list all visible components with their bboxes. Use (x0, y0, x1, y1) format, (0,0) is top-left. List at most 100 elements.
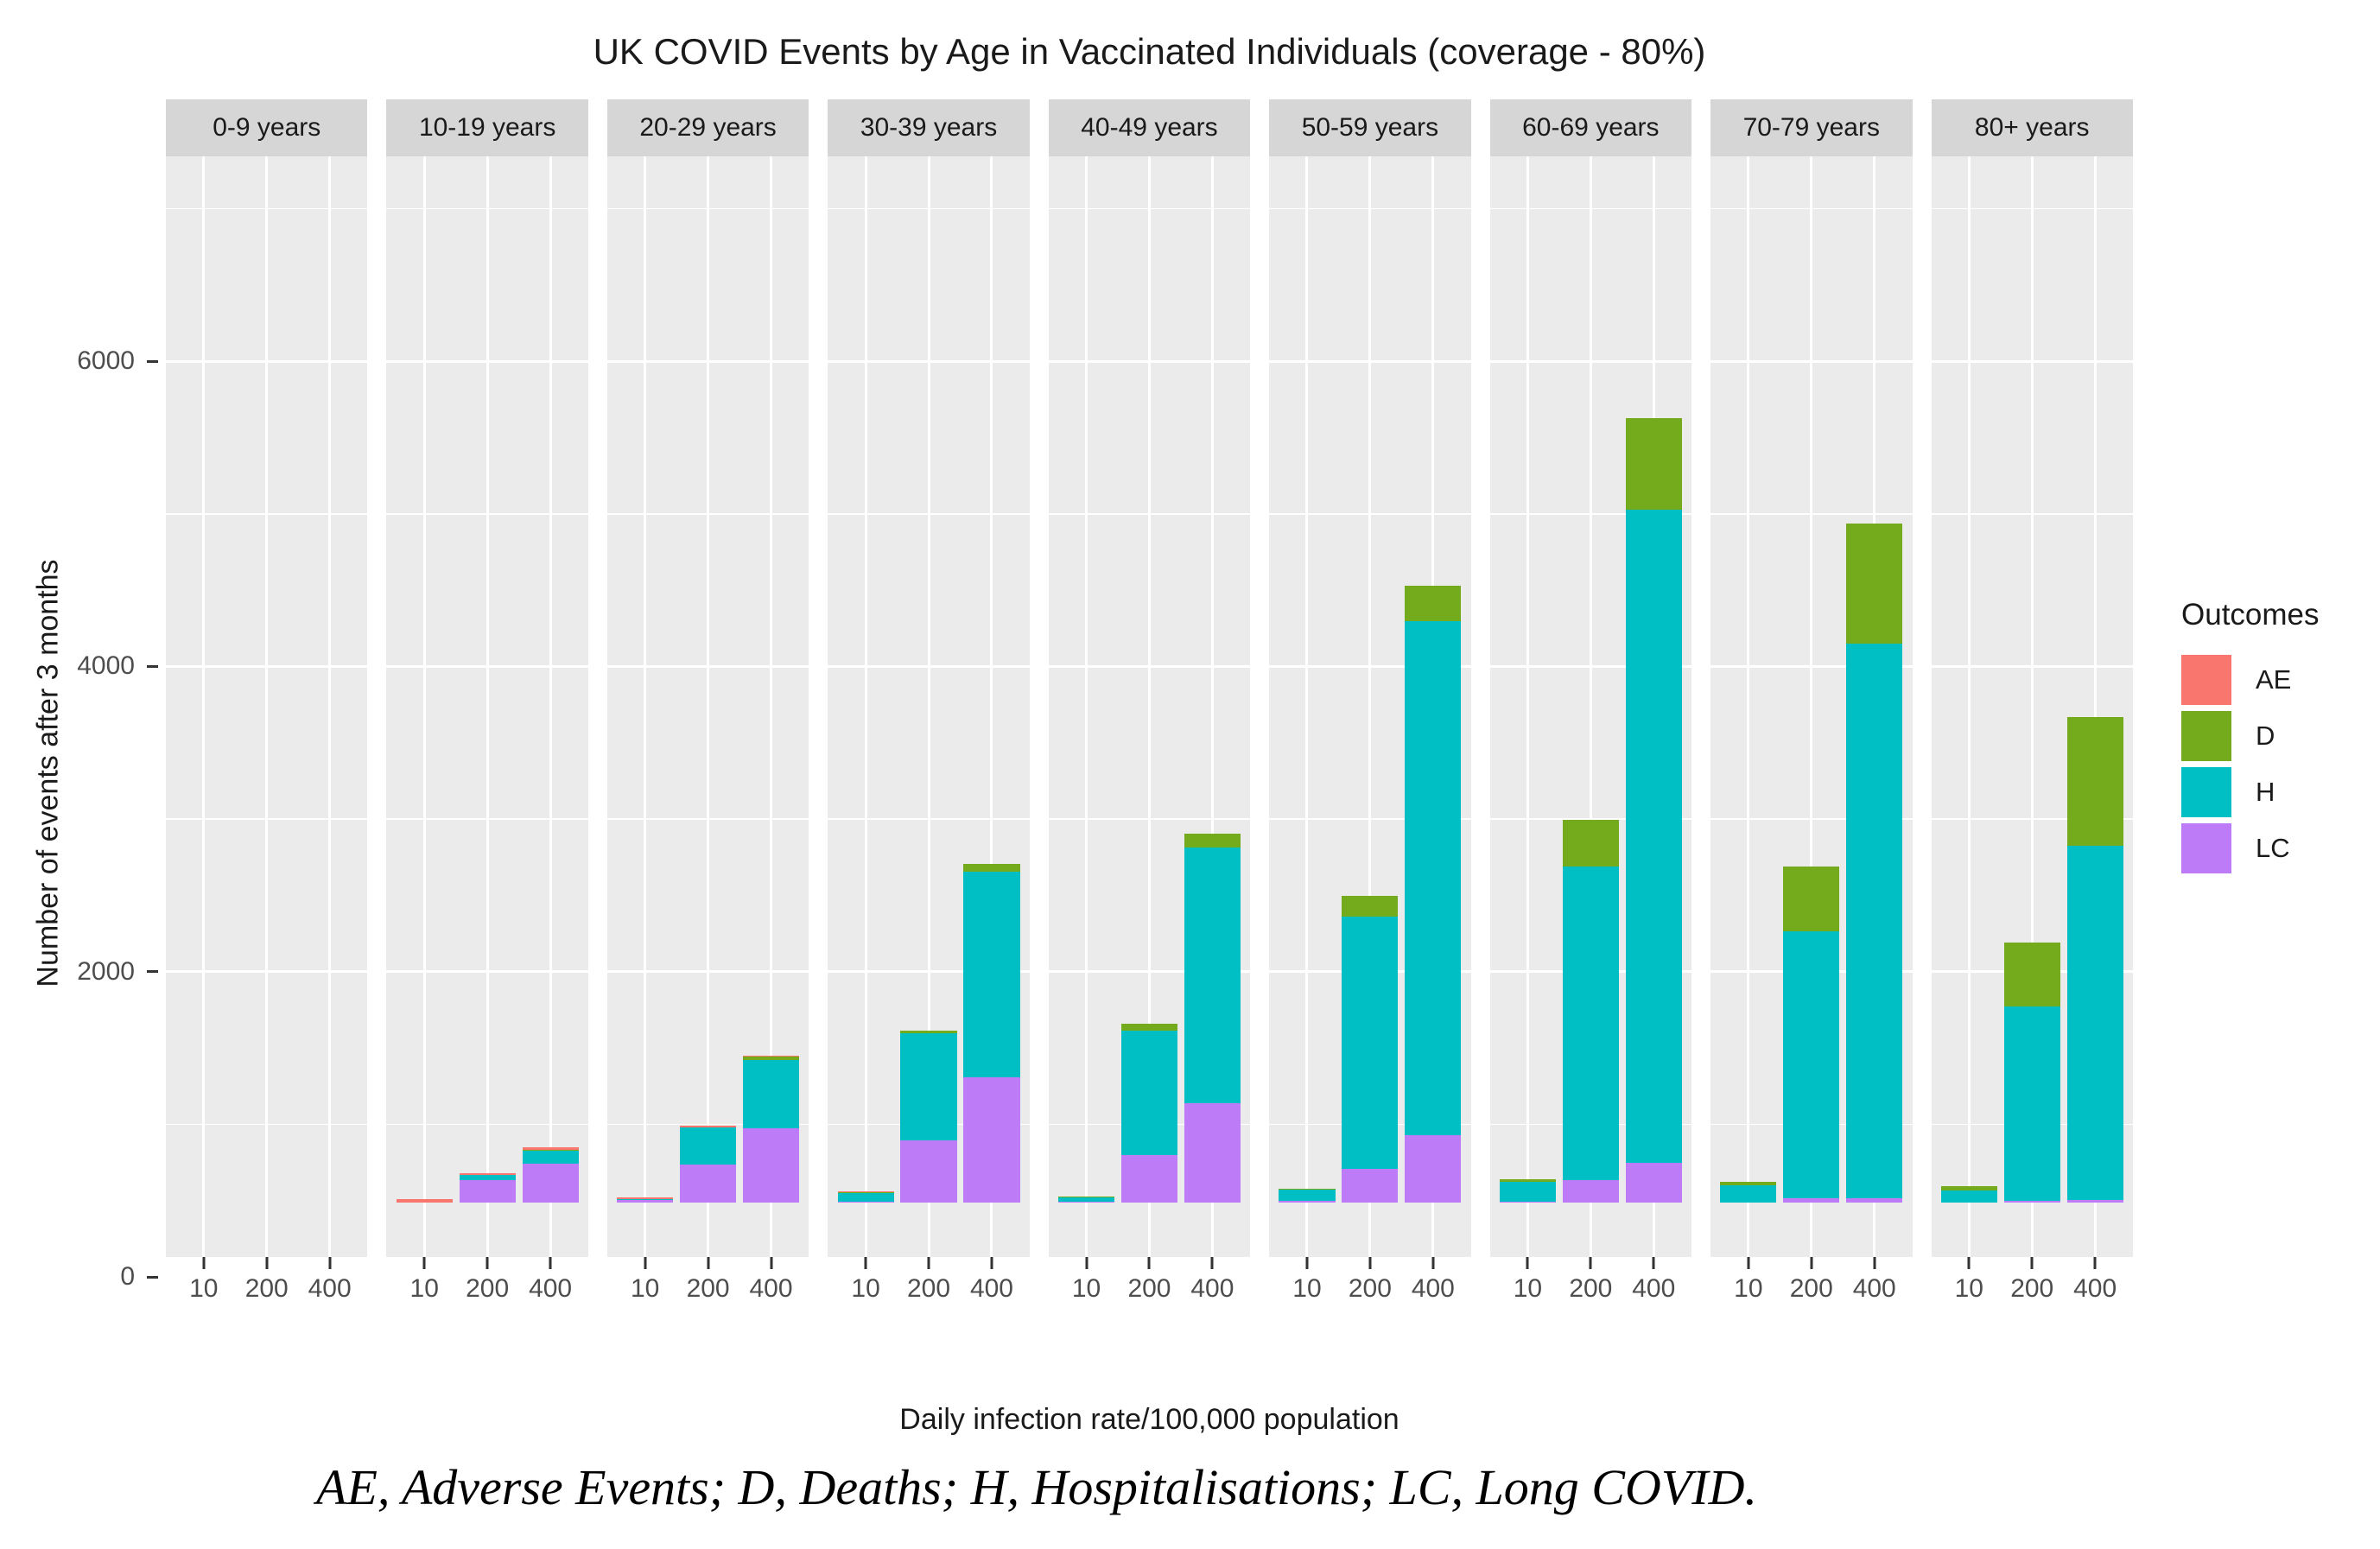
bar-segment-H (2066, 845, 2123, 1201)
bar-segment-H (1499, 1182, 1556, 1203)
bar-segment-D (742, 1057, 800, 1060)
vertical-gridline (864, 156, 867, 1257)
facet-panel (386, 156, 588, 1257)
legend: Outcomes AE D H LC (2181, 598, 2320, 879)
x-tick-label: 200 (466, 1274, 510, 1303)
facet-panel (1048, 156, 1251, 1257)
x-tick-mark (644, 1257, 647, 1269)
legend-label: LC (2256, 833, 2290, 863)
x-tick-label: 400 (2073, 1274, 2117, 1303)
stacked-bar-x400 (522, 1146, 579, 1203)
bar-segment-AE (459, 1172, 516, 1176)
x-tick-label: 400 (1411, 1274, 1455, 1303)
vertical-gridline (1210, 156, 1214, 1257)
y-tick-label: 0 (120, 1262, 135, 1291)
bar-segment-LC (1184, 1103, 1241, 1203)
legend-swatch-H (2181, 767, 2231, 817)
stacked-bar-x400 (1625, 418, 1682, 1203)
x-tick-mark (1368, 1257, 1372, 1269)
facet-panel (166, 156, 368, 1257)
legend-label: AE (2256, 664, 2292, 695)
facet-strip-label: 20-29 years (606, 99, 809, 156)
bar-segment-H (900, 1032, 957, 1140)
bar-segment-AE (617, 1197, 674, 1199)
vertical-gridline (990, 156, 993, 1257)
x-tick-mark (1431, 1257, 1435, 1269)
x-tick-mark (1967, 1257, 1971, 1269)
bar-segment-D (680, 1127, 737, 1128)
vertical-gridline (1526, 156, 1529, 1257)
facet-strip-label: 80+ years (1931, 99, 2133, 156)
vertical-gridline (1967, 156, 1971, 1257)
x-axis-area: 10 200 400 (1490, 1257, 1691, 1331)
stacked-bar-x400 (1846, 523, 1903, 1203)
chart-title: UK COVID Events by Age in Vaccinated Ind… (593, 31, 1706, 72)
bar-segment-LC (742, 1128, 800, 1203)
stacked-bar-x10 (1720, 1182, 1777, 1203)
x-tick-label: 200 (1127, 1274, 1171, 1303)
x-tick-label: 400 (1852, 1274, 1896, 1303)
facet-strip-label: 50-59 years (1269, 99, 1471, 156)
x-tick-mark (927, 1257, 930, 1269)
bar-segment-D (1940, 1186, 1997, 1190)
facet-50-59-years: 50-59 years 10 200 400 (1269, 99, 1471, 1331)
figure-caption: AE, Adverse Events; D, Deaths; H, Hospit… (316, 1459, 1757, 1515)
bar-segment-AE (680, 1125, 737, 1127)
legend-swatch-AE (2181, 655, 2231, 705)
stacked-bar-x200 (900, 1031, 957, 1203)
y-tick-label: 6000 (77, 346, 135, 376)
bar-segment-AE (396, 1198, 453, 1203)
bar-segment-LC (1846, 1197, 1903, 1203)
bar-segment-D (1846, 523, 1903, 644)
bar-segment-D (1562, 819, 1619, 867)
x-tick-label: 10 (630, 1274, 660, 1303)
bar-segment-LC (1625, 1163, 1682, 1203)
y-tick-mark (147, 1275, 158, 1279)
x-tick-label: 200 (1348, 1274, 1392, 1303)
facet-20-29-years: 20-29 years 10 200 400 (606, 99, 809, 1331)
bar-segment-D (1342, 895, 1399, 917)
x-axis-area: 10 200 400 (607, 1257, 809, 1331)
bar-segment-AE (742, 1055, 800, 1057)
x-tick-mark (1810, 1257, 1813, 1269)
bar-segment-H (1120, 1031, 1178, 1156)
bar-segment-LC (1562, 1179, 1619, 1203)
bar-segment-LC (963, 1077, 1020, 1203)
vertical-gridline (1589, 156, 1592, 1257)
legend-title: Outcomes (2181, 598, 2320, 632)
bar-segment-AE (837, 1190, 894, 1192)
x-tick-mark (2093, 1257, 2097, 1269)
bar-segment-LC (1499, 1202, 1556, 1203)
x-tick-label: 400 (529, 1274, 573, 1303)
facet-10-19-years: 10-19 years 10 200 400 (386, 99, 588, 1331)
bar-segment-H (963, 871, 1020, 1078)
x-tick-mark (1747, 1257, 1750, 1269)
vertical-gridline (1147, 156, 1151, 1257)
facet-0-9-years: 0-9 years 10 200 400 (166, 99, 368, 1331)
y-tick-label: 2000 (77, 956, 135, 986)
bar-segment-LC (1120, 1155, 1178, 1203)
x-tick-mark (486, 1257, 489, 1269)
y-tick-label: 4000 (77, 651, 135, 681)
stacked-bar-x10 (1940, 1186, 1997, 1203)
bar-segment-LC (1342, 1169, 1399, 1203)
facet-panel (1931, 156, 2133, 1257)
x-axis-area: 10 200 400 (386, 1257, 587, 1331)
vertical-gridline (1747, 156, 1750, 1257)
facet-strip-label: 30-39 years (828, 99, 1030, 156)
x-tick-label: 400 (969, 1274, 1013, 1303)
stacked-bar-x200 (2003, 942, 2060, 1203)
x-tick-label: 200 (2010, 1274, 2054, 1303)
stacked-bar-x400 (963, 863, 1020, 1203)
x-tick-mark (707, 1257, 710, 1269)
bar-segment-LC (900, 1140, 957, 1203)
stacked-bar-x400 (742, 1055, 800, 1203)
x-axis-area: 10 200 400 (1710, 1257, 1912, 1331)
bar-segment-H (1562, 867, 1619, 1180)
bar-segment-LC (1405, 1135, 1462, 1203)
x-tick-label: 400 (1190, 1274, 1234, 1303)
bar-segment-H (1625, 510, 1682, 1164)
bar-segment-LC (459, 1180, 516, 1203)
facet-panel (1269, 156, 1471, 1257)
x-tick-mark (1873, 1257, 1876, 1269)
